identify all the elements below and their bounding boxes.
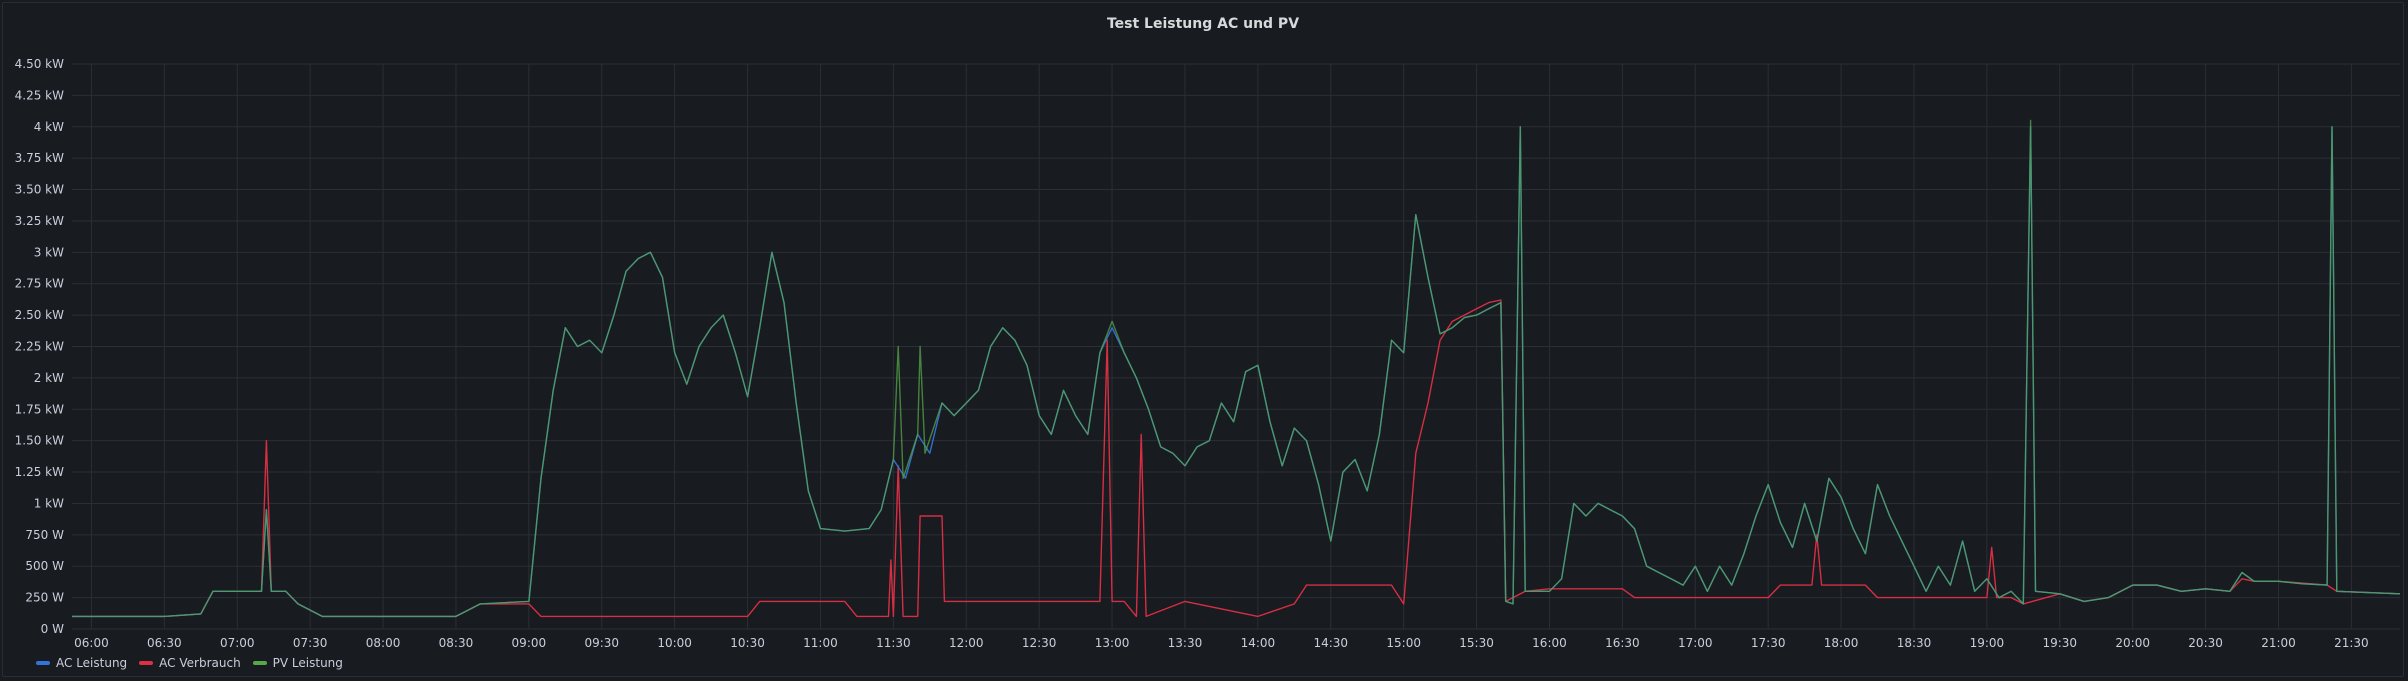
legend-item[interactable]: AC Verbrauch	[139, 656, 241, 670]
y-tick-label: 250 W	[25, 591, 64, 605]
x-tick-label: 19:00	[1970, 636, 2005, 650]
y-tick-label: 500 W	[25, 559, 64, 573]
chart-legend: AC Leistung AC Verbrauch PV Leistung	[36, 656, 343, 670]
y-tick-label: 2.25 kW	[15, 340, 64, 354]
y-tick-label: 1.75 kW	[15, 402, 64, 416]
x-tick-label: 08:00	[366, 636, 401, 650]
y-tick-label: 3 kW	[34, 245, 64, 259]
x-tick-label: 17:00	[1678, 636, 1713, 650]
x-tick-label: 16:00	[1532, 636, 1567, 650]
legend-swatch	[139, 661, 154, 665]
y-tick-label: 1 kW	[34, 496, 64, 510]
x-tick-label: 13:30	[1168, 636, 1203, 650]
x-tick-label: 14:00	[1241, 636, 1276, 650]
series-line-ac-verbrauch[interactable]	[72, 299, 2401, 618]
x-tick-label: 15:00	[1386, 636, 1421, 650]
x-tick-label: 12:00	[949, 636, 984, 650]
legend-label: AC Leistung	[56, 656, 128, 670]
y-tick-label: 2 kW	[34, 371, 64, 385]
x-tick-label: 09:30	[584, 636, 619, 650]
x-tick-label: 09:00	[512, 636, 547, 650]
x-tick-label: 12:30	[1022, 636, 1057, 650]
y-tick-label: 2.75 kW	[15, 277, 64, 291]
y-tick-label: 3.50 kW	[15, 183, 64, 197]
x-tick-label: 20:00	[2115, 636, 2150, 650]
legend-swatch	[36, 661, 50, 665]
x-tick-label: 21:30	[2334, 636, 2369, 650]
x-tick-label: 19:30	[2042, 636, 2077, 650]
series-line-pv-leistung[interactable]	[72, 119, 2401, 618]
y-tick-label: 4 kW	[34, 120, 64, 134]
y-tick-label: 1.25 kW	[15, 465, 64, 479]
x-tick-label: 07:30	[293, 636, 328, 650]
x-tick-label: 08:30	[439, 636, 474, 650]
legend-label: PV Leistung	[272, 656, 343, 670]
panel-title[interactable]: Test Leistung AC und PV	[1106, 16, 1300, 32]
legend-swatch	[252, 661, 267, 665]
x-tick-label: 06:30	[147, 636, 182, 650]
x-tick-label: 17:30	[1751, 636, 1786, 650]
y-tick-label: 750 W	[25, 528, 64, 542]
y-tick-label: 0 W	[41, 622, 64, 636]
x-tick-label: 13:00	[1095, 636, 1130, 650]
x-tick-label: 10:30	[730, 636, 765, 650]
x-tick-label: 18:30	[1897, 636, 1932, 650]
x-tick-label: 20:30	[2188, 636, 2223, 650]
x-tick-label: 15:30	[1459, 636, 1494, 650]
y-tick-label: 3.75 kW	[15, 151, 64, 165]
x-tick-label: 11:00	[803, 636, 838, 650]
y-tick-label: 4.25 kW	[15, 88, 64, 102]
x-tick-label: 10:00	[657, 636, 692, 650]
x-tick-label: 14:30	[1313, 636, 1348, 650]
x-tick-label: 11:30	[876, 636, 911, 650]
y-tick-label: 4.50 kW	[15, 57, 64, 71]
x-tick-label: 21:00	[2261, 636, 2296, 650]
series-line-ac-leistung[interactable]	[72, 126, 2401, 618]
y-tick-label: 1.50 kW	[15, 434, 64, 448]
legend-label: AC Verbrauch	[159, 656, 241, 670]
legend-item[interactable]: PV Leistung	[252, 656, 343, 670]
y-tick-label: 2.50 kW	[15, 308, 64, 322]
y-tick-label: 3.25 kW	[15, 214, 64, 228]
legend-item[interactable]: AC Leistung	[36, 656, 127, 670]
x-tick-label: 06:00	[74, 636, 109, 650]
x-tick-label: 18:00	[1824, 636, 1859, 650]
x-tick-label: 16:30	[1605, 636, 1640, 650]
x-tick-label: 07:00	[220, 636, 255, 650]
